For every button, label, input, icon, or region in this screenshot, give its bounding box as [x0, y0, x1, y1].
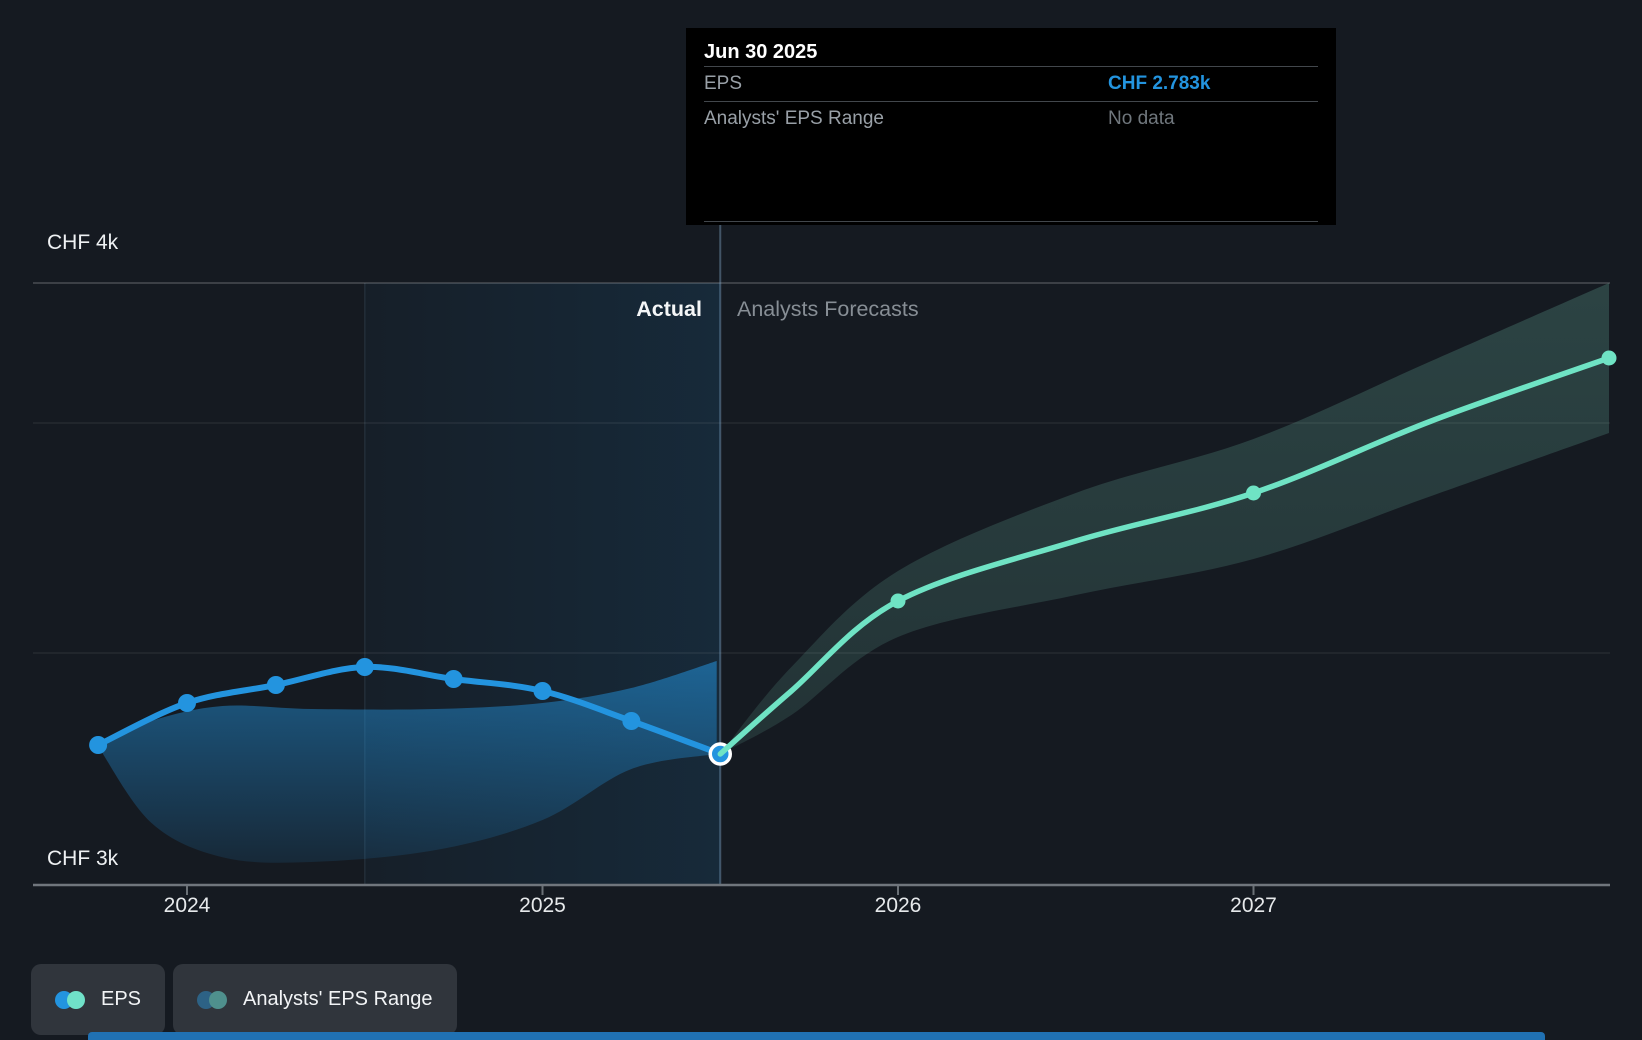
- eps-forecast-point[interactable]: [1246, 485, 1261, 501]
- tooltip-bottom-divider: [704, 221, 1318, 222]
- tooltip-range-label: Analysts' EPS Range: [704, 108, 884, 129]
- eps-actual-point[interactable]: [533, 682, 552, 700]
- hover-tooltip: Jun 30 2025 EPS CHF 2.783k Analysts' EPS…: [686, 28, 1336, 225]
- eps-actual-line: [95, 663, 724, 757]
- eps-actual-point[interactable]: [178, 694, 196, 712]
- x-tick-label-2024: 2024: [163, 894, 211, 917]
- eps-actual-point[interactable]: [622, 712, 641, 730]
- eps-teal-dot-icon: [67, 990, 85, 1009]
- forecast-phase-label: Analysts Forecasts: [737, 297, 919, 321]
- tooltip-range-value: No data: [1108, 108, 1175, 129]
- tooltip-row-eps: EPS CHF 2.783k: [704, 67, 1318, 101]
- actual-phase-label: Actual: [636, 297, 702, 321]
- eps-actual-point[interactable]: [355, 658, 374, 676]
- tooltip-eps-label: EPS: [704, 73, 743, 94]
- eps-forecast-line: [717, 355, 1612, 757]
- y-axis-label-top: CHF 4k: [47, 231, 119, 254]
- tooltip-date: Jun 30 2025: [704, 41, 818, 63]
- tooltip-divider: [704, 101, 1318, 102]
- eps-range-series-icon: [197, 990, 228, 1009]
- eps-forecast-point[interactable]: [1601, 350, 1617, 366]
- chart-legend: EPS Analysts' EPS Range: [31, 964, 457, 1035]
- eps-forecast-point[interactable]: [890, 593, 906, 609]
- eps-actual-point[interactable]: [444, 670, 463, 688]
- legend-eps-range-label: Analysts' EPS Range: [243, 988, 433, 1010]
- x-tick-label-2027: 2027: [1230, 894, 1277, 917]
- eps-series-icon: [55, 990, 85, 1009]
- legend-eps-label: EPS: [101, 988, 142, 1010]
- eps-actual-point[interactable]: [266, 676, 285, 694]
- tooltip-row-eps-range: Analysts' EPS Range No data: [704, 102, 1318, 136]
- eps-actual-point[interactable]: [89, 736, 108, 754]
- y-axis-label-bottom: CHF 3k: [47, 847, 119, 870]
- actual-eps-band: [98, 661, 717, 863]
- range-teal-dot-icon: [209, 990, 228, 1009]
- legend-toggle-eps[interactable]: EPS: [31, 964, 166, 1035]
- legend-toggle-eps-range[interactable]: Analysts' EPS Range: [173, 964, 457, 1035]
- x-tick-label-2026: 2026: [874, 894, 922, 917]
- x-tick-label-2025: 2025: [519, 894, 566, 917]
- tooltip-divider: [704, 66, 1318, 67]
- tooltip-eps-value: CHF 2.783k: [1108, 73, 1211, 94]
- timeline-scrubber-bar[interactable]: [88, 1032, 1545, 1040]
